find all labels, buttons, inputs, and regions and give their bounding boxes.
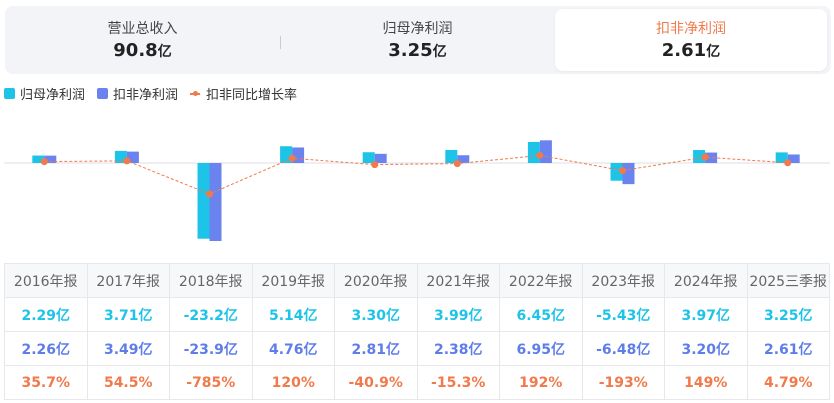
bar-line-chart: [4, 140, 830, 241]
growth-dot-5[interactable]: [453, 160, 461, 168]
bars-group: [32, 140, 800, 241]
net-profit-cell: -23.2亿: [169, 297, 253, 332]
bar-net-profit-2[interactable]: [197, 163, 210, 239]
tab-deducted-value: 2.61亿: [661, 40, 721, 61]
deducted-cell: 2.81亿: [334, 331, 418, 366]
growth-dots-group: [40, 151, 792, 198]
header-cell: 2016年报: [4, 263, 88, 298]
tab-revenue[interactable]: 营业总收入 90.8亿: [5, 6, 280, 74]
tab-net-profit-label: 归母净利润: [382, 21, 453, 37]
net-profit-cell: 5.14亿: [251, 297, 335, 332]
growth-dot-6[interactable]: [536, 151, 544, 159]
deducted-cell: 2.26亿: [4, 331, 88, 366]
growth-cell: 4.79%: [746, 365, 830, 400]
tab-net-profit[interactable]: 归母净利润 3.25亿: [280, 6, 555, 74]
deducted-cell: 4.76亿: [251, 331, 335, 366]
growth-dot-4[interactable]: [371, 161, 379, 169]
deducted-cell: 2.38亿: [416, 331, 500, 366]
legend-line-orange: [190, 90, 200, 96]
bar-net-profit-0[interactable]: [32, 155, 45, 163]
table-row: 2.29亿 3.71亿 -23.2亿 5.14亿 3.30亿 3.99亿 6.45亿 -5.4…: [4, 297, 830, 332]
bar-net-profit-6[interactable]: [527, 141, 540, 163]
bar-net-profit-7[interactable]: [610, 163, 623, 181]
tab-revenue-value: 90.8亿: [113, 40, 172, 61]
growth-cell: 120%: [251, 365, 335, 400]
header-cell: 2019年报: [251, 263, 335, 298]
net-profit-cell: 3.97亿: [664, 297, 748, 332]
table-row: 2016年报 2017年报 2018年报 2019年报 2020年报 2021年报 2022…: [4, 263, 830, 298]
growth-cell: 149%: [664, 365, 748, 400]
growth-dot-2[interactable]: [206, 190, 213, 198]
bar-net-profit-5[interactable]: [445, 149, 458, 163]
legend-swatch-blue: [97, 88, 108, 99]
legend-item-net-profit[interactable]: 归母净利润: [4, 84, 85, 103]
legend-item-deducted[interactable]: 扣非净利润: [97, 84, 178, 103]
deducted-cell: 3.49亿: [86, 331, 170, 366]
bar-deducted-6[interactable]: [539, 140, 552, 163]
net-profit-cell: 3.99亿: [416, 297, 500, 332]
growth-dot-8[interactable]: [701, 153, 709, 161]
bar-deducted-4[interactable]: [374, 153, 387, 163]
growth-cell: -785%: [169, 365, 253, 400]
bar-net-profit-9[interactable]: [775, 152, 788, 163]
growth-cell: 192%: [499, 365, 583, 400]
tab-divider: [280, 36, 281, 49]
tab-deducted-label: 扣非净利润: [656, 21, 726, 37]
bar-deducted-5[interactable]: [457, 155, 470, 163]
bar-deducted-2[interactable]: [209, 163, 222, 241]
growth-dot-0[interactable]: [40, 158, 48, 166]
legend-label-net-profit: 归母净利润: [20, 88, 86, 103]
header-cell: 2017年报: [86, 263, 170, 298]
legend-item-growth[interactable]: 扣非同比增长率: [190, 84, 297, 103]
growth-cell: 54.5%: [86, 365, 170, 400]
net-profit-cell: 3.71亿: [86, 297, 170, 332]
deducted-cell: -23.9亿: [169, 331, 253, 366]
growth-dot-1[interactable]: [123, 157, 131, 165]
bar-net-profit-8[interactable]: [693, 150, 706, 163]
deducted-cell: 2.61亿: [746, 331, 830, 366]
deducted-cell: -6.48亿: [581, 331, 665, 366]
growth-cell: 35.7%: [4, 365, 88, 400]
growth-dot-9[interactable]: [784, 159, 792, 167]
bar-deducted-9[interactable]: [787, 154, 800, 163]
net-profit-cell: 2.29亿: [4, 297, 88, 332]
net-profit-cell: 3.30亿: [334, 297, 418, 332]
header-cell: 2022年报: [499, 263, 583, 298]
growth-dot-3[interactable]: [288, 154, 296, 162]
table-row: 2.26亿 3.49亿 -23.9亿 4.76亿 2.81亿 2.38亿 6.95亿 -6.4…: [4, 331, 830, 366]
tab-deducted-net-profit[interactable]: 扣非净利润 2.61亿: [555, 9, 827, 71]
bar-deducted-0[interactable]: [44, 155, 57, 163]
growth-dot-7[interactable]: [619, 167, 626, 175]
bar-deducted-7[interactable]: [622, 163, 635, 185]
growth-cell: -15.3%: [416, 365, 500, 400]
growth-cell: -40.9%: [334, 365, 418, 400]
tab-net-profit-value: 3.25亿: [388, 40, 447, 61]
growth-rate-line: [44, 154, 788, 195]
data-table: 2016年报 2017年报 2018年报 2019年报 2020年报 2021年报 2022…: [4, 263, 830, 400]
growth-cell: -193%: [581, 365, 665, 400]
header-cell: 2025三季报: [746, 263, 830, 298]
tab-revenue-label: 营业总收入: [107, 21, 178, 37]
header-cell: 2018年报: [169, 263, 253, 298]
deducted-cell: 6.95亿: [499, 331, 583, 366]
table-row: 35.7% 54.5% -785% 120% -40.9% -15.3% 192% -193%…: [4, 365, 830, 400]
summary-tabs: 营业总收入 90.8亿 归母净利润 3.25亿 扣非净利润 2.61亿: [5, 6, 831, 74]
header-cell: 2023年报: [581, 263, 665, 298]
bar-deducted-1[interactable]: [126, 151, 139, 163]
legend-swatch-cyan: [4, 88, 15, 99]
header-cell: 2020年报: [334, 263, 418, 298]
header-cell: 2021年报: [416, 263, 500, 298]
net-profit-cell: -5.43亿: [581, 297, 665, 332]
net-profit-cell: 6.45亿: [499, 297, 583, 332]
bar-deducted-8[interactable]: [705, 152, 718, 163]
legend-label-deducted: 扣非净利润: [113, 88, 179, 103]
bar-net-profit-4[interactable]: [362, 152, 375, 163]
deducted-cell: 3.20亿: [664, 331, 748, 366]
legend-label-growth: 扣非同比增长率: [206, 88, 298, 103]
net-profit-cell: 3.25亿: [746, 297, 830, 332]
header-cell: 2024年报: [664, 263, 748, 298]
